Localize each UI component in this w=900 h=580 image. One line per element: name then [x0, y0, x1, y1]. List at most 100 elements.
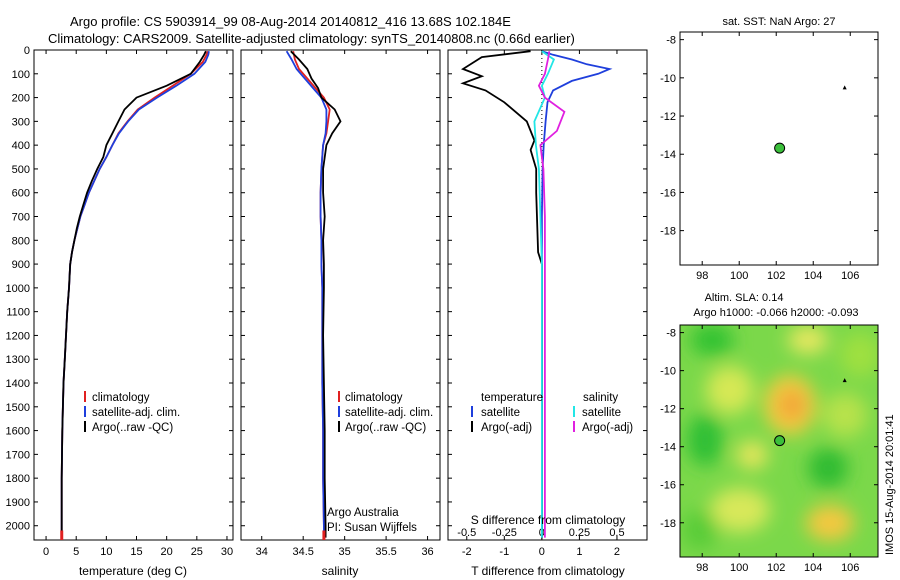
salinity-annotation-line2: PI: Susan Wijffels — [327, 522, 417, 534]
figure-title-line2: Climatology: CARS2009. Satellite-adjuste… — [48, 31, 575, 46]
sla-map-ytick-label: -10 — [660, 366, 676, 378]
sla-map-xtick-label: 104 — [804, 562, 822, 574]
sla-map-point-argo-position — [774, 435, 786, 447]
difference-s-tick-label: 0.25 — [569, 527, 590, 539]
salinity-xlabel: salinity — [322, 564, 359, 578]
sst-map-xtick-label: 100 — [730, 270, 748, 282]
temperature-xtick-label: 0 — [43, 546, 49, 558]
sla-map-panel: Altim. SLA: 0.14 Argo h1000: -0.066 h200… — [660, 292, 879, 574]
difference-legend: temperature satellite Argo(-adj) salinit… — [471, 392, 633, 434]
sst-map-title: sat. SST: NaN Argo: 27 — [722, 16, 835, 28]
sla-map-ytick-label: -14 — [660, 442, 676, 454]
temperature-ytick-label: 1700 — [6, 449, 30, 461]
salinity-series-line — [285, 50, 328, 538]
sla-map-xtick-label: 102 — [767, 562, 785, 574]
temperature-axes — [33, 49, 234, 541]
difference-legend-salinity-satellite: satellite — [582, 407, 621, 419]
temperature-xtick-label: 20 — [161, 546, 173, 558]
sla-map-axes — [679, 324, 879, 558]
temperature-ytick-label: 1300 — [6, 354, 30, 366]
difference-legend-temperature-argo: Argo(-adj) — [481, 422, 532, 434]
sla-heatmap — [680, 325, 878, 557]
salinity-legend-argo: Argo(..raw -QC) — [345, 422, 426, 434]
difference-xtick-label: 0 — [539, 546, 545, 558]
sla-map-ytick-label: -16 — [660, 480, 676, 492]
sst-map-xtick-label: 98 — [696, 270, 708, 282]
temperature-xlabel: temperature (deg C) — [79, 564, 187, 578]
difference-xlabel: T difference from climatology — [471, 564, 625, 578]
temperature-ytick-label: 800 — [12, 235, 30, 247]
sla-map-ytick-label: -8 — [666, 328, 676, 340]
temperature-ytick-label: 600 — [12, 188, 30, 200]
temperature-ytick-label: 1500 — [6, 402, 30, 414]
sla-map-ytick-label: -18 — [660, 518, 676, 530]
sst-map-panel: sat. SST: NaN Argo: 27 98 100 102 104 106 -8 -… — [660, 16, 879, 282]
difference-lines — [460, 50, 613, 540]
difference-legend-temperature-satellite: satellite — [481, 407, 520, 419]
salinity-legend-satellite: satellite-adj. clim. — [345, 407, 433, 419]
difference-axes — [447, 49, 648, 541]
sla-map-points — [774, 378, 847, 447]
difference-ticks: -2 -1 0 1 2-0.5 -0.25 0 0.25 0.5 — [448, 49, 647, 558]
sla-map-xtick-label: 100 — [730, 562, 748, 574]
sst-map-point-argo-position — [774, 142, 786, 154]
difference-s-tick-label: 0.5 — [609, 527, 624, 539]
difference-series-line — [533, 50, 556, 538]
difference-legend-salinity-title: salinity — [583, 392, 618, 404]
difference-panel: -2 -1 0 1 2-0.5 -0.25 0 0.25 0.5 S difference fr… — [447, 49, 648, 578]
figure-title-line1: Argo profile: CS 5903914_99 08-Aug-2014 … — [70, 14, 511, 29]
temperature-legend-argo: Argo(..raw -QC) — [92, 422, 173, 434]
temperature-xtick-label: 15 — [130, 546, 142, 558]
salinity-xtick-label: 35 — [339, 546, 351, 558]
salinity-xtick-label: 34 — [256, 546, 268, 558]
sst-map-ytick-label: -18 — [660, 226, 676, 238]
temperature-ytick-label: 200 — [12, 93, 30, 105]
temperature-series-line — [60, 50, 207, 538]
salinity-ticks: 34 34.5 35 35.5 36 — [241, 49, 440, 558]
temperature-ticks: 0 5 10 15 20 25 300100200300400500600700800900… — [6, 45, 234, 558]
sla-map-xtick-label: 106 — [841, 562, 859, 574]
salinity-lines — [285, 50, 342, 540]
difference-xtick-label: -1 — [499, 546, 509, 558]
temperature-ytick-label: 1200 — [6, 330, 30, 342]
temperature-ytick-label: 500 — [12, 164, 30, 176]
sst-map-ytick-label: -8 — [666, 35, 676, 47]
difference-xtick-label: -2 — [462, 546, 472, 558]
salinity-legend: climatology satellite-adj. clim. Argo(..… — [338, 391, 433, 434]
sst-map-ytick-label: -12 — [660, 111, 676, 123]
temperature-ytick-label: 400 — [12, 140, 30, 152]
sla-map-ticks: 98 100 102 104 106 -8 -10 -12 -14 -16 -18 — [660, 325, 878, 574]
difference-xtick-label: 1 — [576, 546, 582, 558]
temperature-legend: climatology satellite-adj. clim. Argo(..… — [84, 391, 180, 434]
sla-map-title-line2: Argo h1000: -0.066 h2000: -0.093 — [693, 307, 858, 319]
temperature-panel: 0 5 10 15 20 25 300100200300400500600700800900… — [6, 45, 234, 578]
temperature-ytick-label: 1600 — [6, 426, 30, 438]
imos-timestamp: IMOS 15-Aug-2014 20:01:41 — [884, 414, 896, 555]
salinity-panel: 34 34.5 35 35.5 36 salinity climatology sate… — [240, 49, 441, 578]
difference-xtick-label: 2 — [614, 546, 620, 558]
difference-s-tick-label: -0.5 — [457, 527, 476, 539]
sst-map-points — [774, 85, 847, 154]
sst-map-xtick-label: 106 — [841, 270, 859, 282]
sla-map-xtick-label: 98 — [696, 562, 708, 574]
temperature-ytick-label: 1000 — [6, 283, 30, 295]
temperature-legend-satellite: satellite-adj. clim. — [92, 407, 180, 419]
difference-legend-temperature-title: temperature — [481, 392, 543, 404]
temperature-ytick-label: 700 — [12, 212, 30, 224]
temperature-legend-climatology: climatology — [92, 392, 150, 404]
sst-map-point-previous-position — [842, 85, 847, 90]
temperature-ytick-label: 0 — [24, 45, 30, 57]
salinity-axes — [240, 49, 441, 541]
temperature-ytick-label: 1800 — [6, 473, 30, 485]
difference-s-tick-label: -0.25 — [492, 527, 517, 539]
temperature-xtick-label: 25 — [191, 546, 203, 558]
salinity-annotation-line1: Argo Australia — [327, 507, 399, 519]
temperature-ytick-label: 1100 — [6, 307, 30, 319]
salinity-xtick-label: 35.5 — [375, 546, 396, 558]
temperature-ytick-label: 1900 — [6, 497, 30, 509]
temperature-lines — [60, 50, 210, 540]
sst-map-xtick-label: 104 — [804, 270, 822, 282]
temperature-ytick-label: 900 — [12, 259, 30, 271]
temperature-xtick-label: 10 — [100, 546, 112, 558]
sst-map-ytick-label: -16 — [660, 187, 676, 199]
